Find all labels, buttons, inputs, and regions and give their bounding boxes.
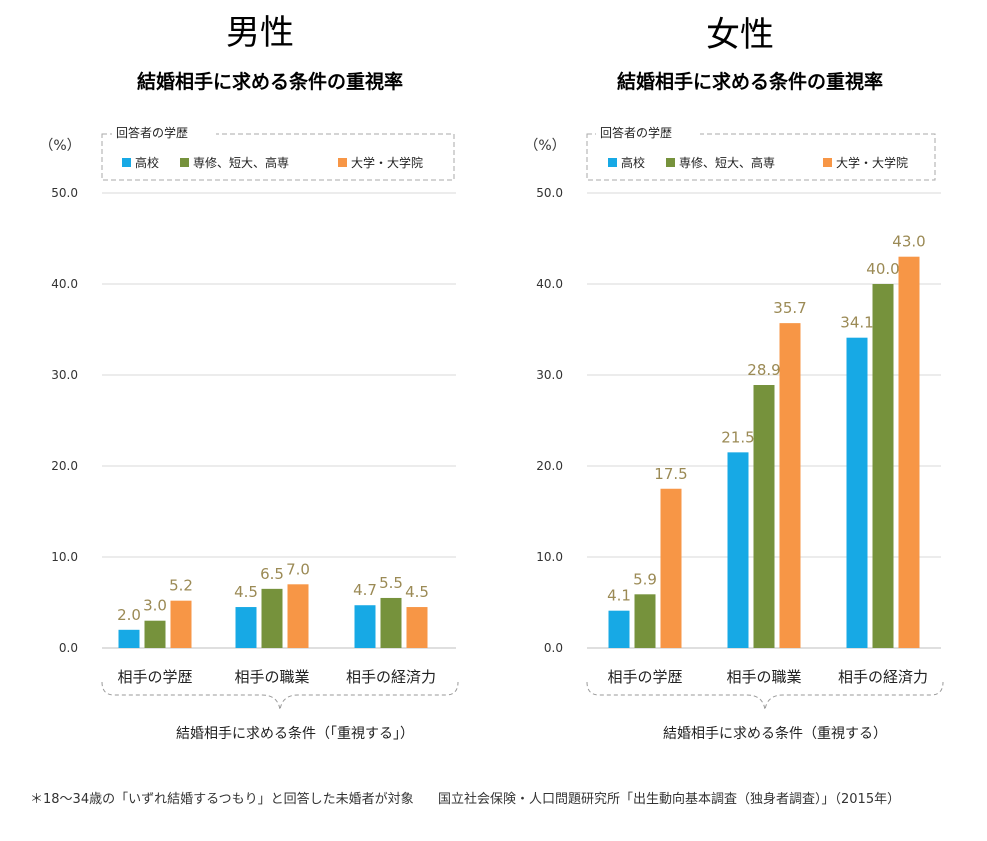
data-label: 34.1 — [840, 314, 873, 332]
y-tick-label: 40.0 — [51, 277, 78, 291]
y-tick-label: 0.0 — [544, 641, 563, 655]
bar-vocational — [872, 284, 894, 648]
unit-label: （%） — [39, 138, 80, 154]
chart-subtitle: 結婚相手に求める条件の重視率 — [137, 70, 403, 93]
y-tick-label: 10.0 — [51, 550, 78, 564]
bar-high-school — [727, 452, 749, 648]
category-label: 相手の学歴 — [117, 668, 192, 686]
bar-university — [170, 600, 192, 648]
bar-vocational — [380, 597, 402, 648]
legend-swatch-vocational — [666, 158, 675, 167]
y-tick-label: 10.0 — [536, 550, 563, 564]
legend-label-university: 大学・大学院 — [351, 155, 423, 170]
legend-title-bg — [596, 126, 700, 140]
legend-title: 回答者の学歴 — [116, 125, 188, 140]
legend-frame — [586, 133, 936, 181]
bar-university — [287, 584, 309, 648]
legend-label-high-school: 高校 — [621, 155, 645, 170]
legend-label-high-school: 高校 — [135, 155, 159, 170]
footer-source: 国立社会保険・人口問題研究所「出生動向基本調査（独身者調査）」（2015年） — [438, 791, 900, 807]
bar-university — [898, 256, 920, 648]
chart-subtitle: 結婚相手に求める条件の重視率 — [617, 70, 883, 93]
y-tick-label: 20.0 — [536, 459, 563, 473]
bar-high-school — [608, 610, 630, 648]
bar-high-school — [118, 629, 140, 648]
bar-high-school — [846, 337, 868, 648]
y-tick-label: 30.0 — [536, 368, 563, 382]
legend: 回答者の学歴 高校 専修、短大、高専 大学・大学院 — [101, 125, 455, 181]
y-tick-label: 50.0 — [51, 186, 78, 200]
category-label: 相手の経済力 — [346, 668, 436, 686]
category-label: 相手の経済力 — [838, 668, 928, 686]
category-label: 相手の学歴 — [607, 668, 682, 686]
bar-high-school — [235, 607, 257, 648]
y-tick-label: 0.0 — [59, 641, 78, 655]
legend-title: 回答者の学歴 — [600, 125, 672, 140]
legend-swatch-vocational — [180, 158, 189, 167]
bar-university — [660, 488, 682, 648]
data-label: 40.0 — [866, 260, 899, 278]
data-label: 5.9 — [633, 570, 657, 588]
data-label: 21.5 — [721, 428, 754, 446]
legend-swatch-university — [338, 158, 347, 167]
data-label: 4.5 — [234, 583, 258, 601]
brace — [101, 681, 459, 711]
chart-title: 女性 — [706, 15, 774, 55]
bars: 2.03.05.2 4.56.5 7.04.7 5.54.5 — [117, 560, 429, 648]
x-axis-title: 結婚相手に求める条件（重視する） — [663, 725, 887, 742]
legend-swatch-high-school — [122, 158, 131, 167]
legend-label-university: 大学・大学院 — [836, 155, 908, 170]
data-label: 4.7 — [353, 581, 377, 599]
x-axis: 相手の学歴 相手の職業 相手の経済力 — [117, 668, 436, 686]
x-axis: 相手の学歴 相手の職業 相手の経済力 — [607, 668, 928, 686]
bar-high-school — [354, 605, 376, 648]
unit-label: （%） — [524, 138, 565, 154]
y-tick-label: 30.0 — [51, 368, 78, 382]
bar-vocational — [144, 620, 166, 648]
data-label: 17.5 — [654, 465, 687, 483]
data-label: 35.7 — [773, 299, 806, 317]
bar-vocational — [634, 594, 656, 648]
y-tick-label: 50.0 — [536, 186, 563, 200]
data-label: 6.5 — [260, 565, 284, 583]
legend: 回答者の学歴 高校 専修、短大、高専 大学・大学院 — [586, 125, 936, 181]
footer-note: ＊18〜34歳の「いずれ結婚するつもり」と回答した未婚者が対象 — [30, 791, 414, 807]
x-axis-title: 結婚相手に求める条件（「重視する」） — [176, 725, 414, 742]
bar-vocational — [753, 385, 775, 648]
data-label: 43.0 — [892, 233, 925, 251]
legend-swatch-university — [823, 158, 832, 167]
female-chart: 女性 結婚相手に求める条件の重視率 （%） 回答者の学歴 高校 専修、短大、高専… — [524, 15, 944, 742]
brace — [586, 681, 944, 711]
category-label: 相手の職業 — [726, 668, 801, 686]
legend-label-vocational: 専修、短大、高専 — [679, 155, 775, 170]
data-label: 2.0 — [117, 606, 141, 624]
y-tick-label: 20.0 — [51, 459, 78, 473]
bar-university — [779, 323, 801, 648]
bar-vocational — [261, 588, 283, 648]
data-label: 5.2 — [169, 577, 193, 595]
bars: 4.15.9 17.5 21.5 28.9 35.7 34.1 40.0 43.0 — [607, 233, 926, 648]
data-label: 3.0 — [143, 597, 167, 615]
male-chart: 男性 結婚相手に求める条件の重視率 （%） 回答者の学歴 高校 専修、短大、高専… — [39, 13, 459, 742]
chart-title: 男性 — [226, 13, 294, 53]
data-label: 4.1 — [607, 587, 631, 605]
bar-university — [406, 607, 428, 648]
data-label: 4.5 — [405, 583, 429, 601]
data-label: 28.9 — [747, 361, 780, 379]
category-label: 相手の職業 — [234, 668, 309, 686]
legend-frame — [101, 133, 455, 181]
y-tick-label: 40.0 — [536, 277, 563, 291]
legend-swatch-high-school — [608, 158, 617, 167]
data-label: 5.5 — [379, 574, 403, 592]
legend-label-vocational: 専修、短大、高専 — [193, 155, 289, 170]
data-label: 7.0 — [286, 560, 310, 578]
legend-title-bg — [112, 126, 216, 140]
